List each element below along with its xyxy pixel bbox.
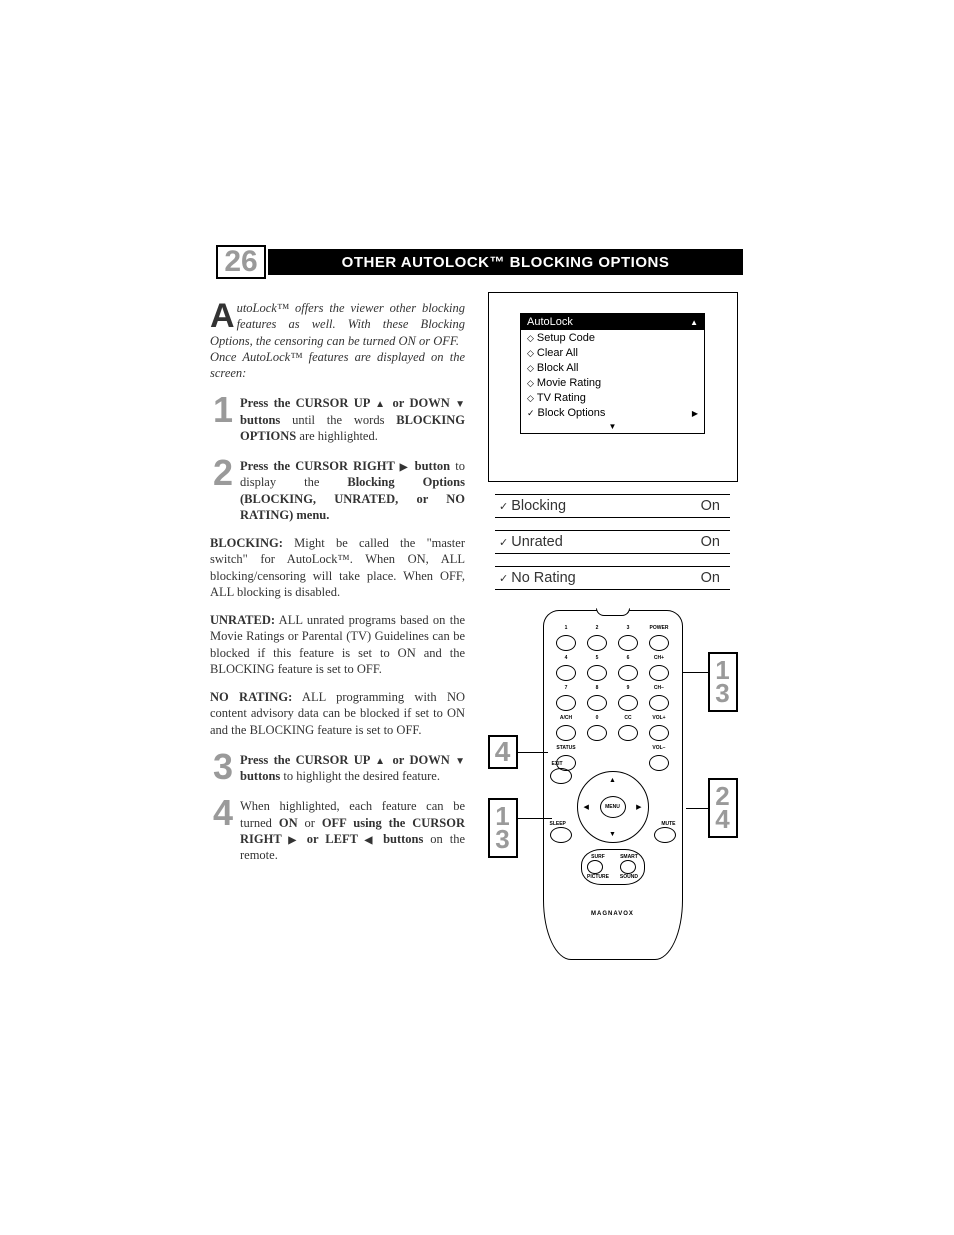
shadow-decoration [519, 445, 727, 473]
callout-24: 24 [708, 778, 738, 838]
callout-13-right: 13 [708, 652, 738, 712]
menu-item: Movie Rating [521, 375, 704, 390]
right-column: AutoLock▲ Setup Code Clear All Block All… [485, 240, 740, 970]
lead-line [518, 818, 552, 819]
remote-brand: MAGNAVOX [544, 911, 682, 917]
option-blocking: Blocking On [495, 494, 730, 518]
step-body-4: When highlighted, each feature can be tu… [240, 798, 465, 863]
mute-btn [654, 827, 676, 843]
step-4: 4 When highlighted, each feature can be … [210, 798, 465, 863]
callout-13-left: 13 [488, 798, 518, 858]
page-number: 26 [216, 245, 266, 279]
para-blocking: BLOCKING: Might be called the "master sw… [210, 535, 465, 600]
menu-header: AutoLock▲ [521, 314, 704, 330]
remote-btn [556, 635, 576, 651]
dpad-left-icon: ◀ [584, 803, 589, 811]
tv-screen: AutoLock▲ Setup Code Clear All Block All… [488, 292, 738, 482]
menu-item-selected: Block Options ▶ [521, 405, 704, 420]
autolock-menu: AutoLock▲ Setup Code Clear All Block All… [520, 313, 705, 434]
exit-label: EXIT [552, 761, 563, 767]
lead-line [686, 808, 708, 809]
step-num-3: 3 [210, 752, 236, 782]
exit-btn [550, 768, 572, 784]
step-num-1: 1 [210, 395, 236, 425]
intro-paragraph: AutoLock™ offers the viewer other blocki… [210, 300, 465, 381]
callout-4: 4 [488, 735, 518, 769]
left-column: AutoLock™ offers the viewer other blocki… [210, 240, 465, 970]
option-unrated: Unrated On [495, 530, 730, 554]
remote-btn [618, 725, 638, 741]
remote-btn [556, 725, 576, 741]
menu-footer-arrow: ▼ [521, 420, 704, 433]
menu-item: Setup Code [521, 330, 704, 345]
remote-btn [587, 665, 607, 681]
remote-btn [649, 665, 669, 681]
surf-btn [587, 860, 603, 874]
dpad-down-icon: ▼ [609, 830, 616, 838]
bottom-pad: SURF PICTURE SMART SOUND [581, 849, 645, 885]
lead-line [518, 752, 548, 753]
step-num-4: 4 [210, 798, 236, 828]
option-norating: No Rating On [495, 566, 730, 590]
step-1: 1 Press the CURSOR UP or DOWN buttons un… [210, 395, 465, 444]
menu-item: Clear All [521, 345, 704, 360]
remote-notch [596, 608, 630, 616]
remote-btn [587, 695, 607, 711]
sleep-label: SLEEP [550, 821, 566, 827]
step-body-1: Press the CURSOR UP or DOWN buttons unti… [240, 395, 465, 444]
remote-btn [649, 635, 669, 651]
remote-btn [587, 725, 607, 741]
dpad: MENU ▲ ▼ ◀ ▶ [577, 771, 649, 843]
step-num-2: 2 [210, 458, 236, 488]
remote-diagram: 123POWER 456CH+ 789CH− A/CH0CCVOL+ STATU… [488, 610, 738, 970]
remote-btn [556, 695, 576, 711]
remote-btn [618, 665, 638, 681]
menu-item: TV Rating [521, 390, 704, 405]
remote-btn [649, 755, 669, 771]
page-title: OTHER AUTOLOCK™ BLOCKING OPTIONS [268, 249, 743, 275]
step-body-2: Press the CURSOR RIGHT button to display… [240, 458, 465, 523]
dpad-up-icon: ▲ [609, 776, 616, 784]
sleep-btn [550, 827, 572, 843]
smart-btn [620, 860, 636, 874]
remote-btn [587, 635, 607, 651]
step-3: 3 Press the CURSOR UP or DOWN buttons to… [210, 752, 465, 785]
remote-btn [649, 725, 669, 741]
remote-button-grid: 123POWER 456CH+ 789CH− A/CH0CCVOL+ STATU… [554, 625, 672, 771]
para-norating: NO RATING: ALL programming with NO conte… [210, 689, 465, 738]
step-2: 2 Press the CURSOR RIGHT button to displ… [210, 458, 465, 523]
para-unrated: UNRATED: ALL unrated programs based on t… [210, 612, 465, 677]
lead-line [683, 672, 708, 673]
remote-btn [618, 695, 638, 711]
remote-btn [649, 695, 669, 711]
dpad-right-icon: ▶ [636, 803, 641, 811]
remote-btn [618, 635, 638, 651]
dropcap: A [210, 302, 235, 330]
remote-btn [556, 665, 576, 681]
step-body-3: Press the CURSOR UP or DOWN buttons to h… [240, 752, 465, 785]
remote-body: 123POWER 456CH+ 789CH− A/CH0CCVOL+ STATU… [543, 610, 683, 960]
menu-item: Block All [521, 360, 704, 375]
dpad-menu: MENU [600, 796, 626, 818]
